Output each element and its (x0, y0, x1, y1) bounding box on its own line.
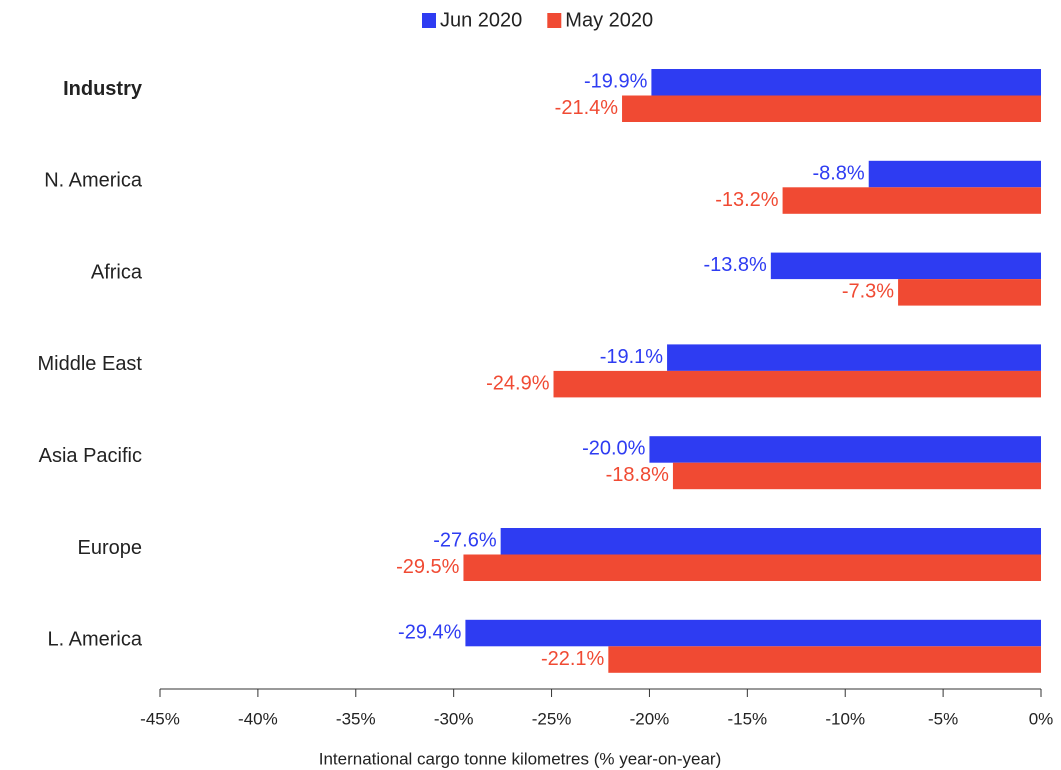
legend-swatch (422, 13, 436, 28)
bar (672, 462, 1041, 490)
value-label: -18.8% (606, 464, 670, 486)
x-tick-label: -40% (238, 709, 278, 728)
bar (667, 344, 1041, 371)
category-label: Asia Pacific (39, 445, 142, 467)
x-tick-label: -35% (336, 709, 376, 728)
category-label: Africa (91, 261, 143, 283)
legend-label: Jun 2020 (440, 9, 522, 31)
bar (463, 554, 1041, 581)
bar (649, 436, 1041, 463)
bar (868, 160, 1041, 188)
bar (608, 646, 1041, 673)
bar (782, 187, 1041, 214)
value-label: -8.8% (812, 162, 864, 184)
bar (651, 69, 1041, 96)
category-label: N. America (44, 170, 143, 192)
value-label: -21.4% (555, 97, 619, 119)
bar (553, 370, 1041, 398)
value-label: -29.5% (396, 556, 460, 578)
x-tick-label: 0% (1029, 709, 1054, 728)
legend-label: May 2020 (565, 9, 653, 31)
bar (622, 95, 1041, 122)
legend-swatch (547, 13, 562, 28)
category-label: L. America (48, 629, 143, 651)
value-label: -20.0% (582, 438, 646, 460)
bar (465, 619, 1041, 647)
value-label: -19.9% (584, 71, 648, 93)
value-label: -7.3% (842, 281, 894, 303)
x-tick-label: -25% (532, 709, 572, 728)
category-label: Middle East (38, 353, 143, 375)
category-label: Industry (63, 78, 143, 100)
bar (500, 528, 1041, 555)
value-label: -29.4% (398, 621, 462, 643)
value-label: -13.2% (715, 189, 779, 211)
x-axis-title: International cargo tonne kilometres (% … (319, 749, 722, 768)
bar (770, 252, 1041, 280)
x-tick-label: -10% (825, 709, 865, 728)
x-tick-label: -20% (630, 709, 670, 728)
x-tick-label: -15% (727, 709, 767, 728)
value-label: -19.1% (600, 346, 664, 368)
bar (898, 279, 1041, 306)
value-label: -22.1% (541, 648, 605, 670)
value-label: -27.6% (433, 530, 497, 552)
value-label: -13.8% (703, 254, 767, 276)
x-tick-label: -30% (434, 709, 474, 728)
category-label: Europe (78, 537, 143, 559)
value-label: -24.9% (486, 372, 550, 394)
x-tick-label: -5% (928, 709, 958, 728)
x-tick-label: -45% (140, 709, 180, 728)
